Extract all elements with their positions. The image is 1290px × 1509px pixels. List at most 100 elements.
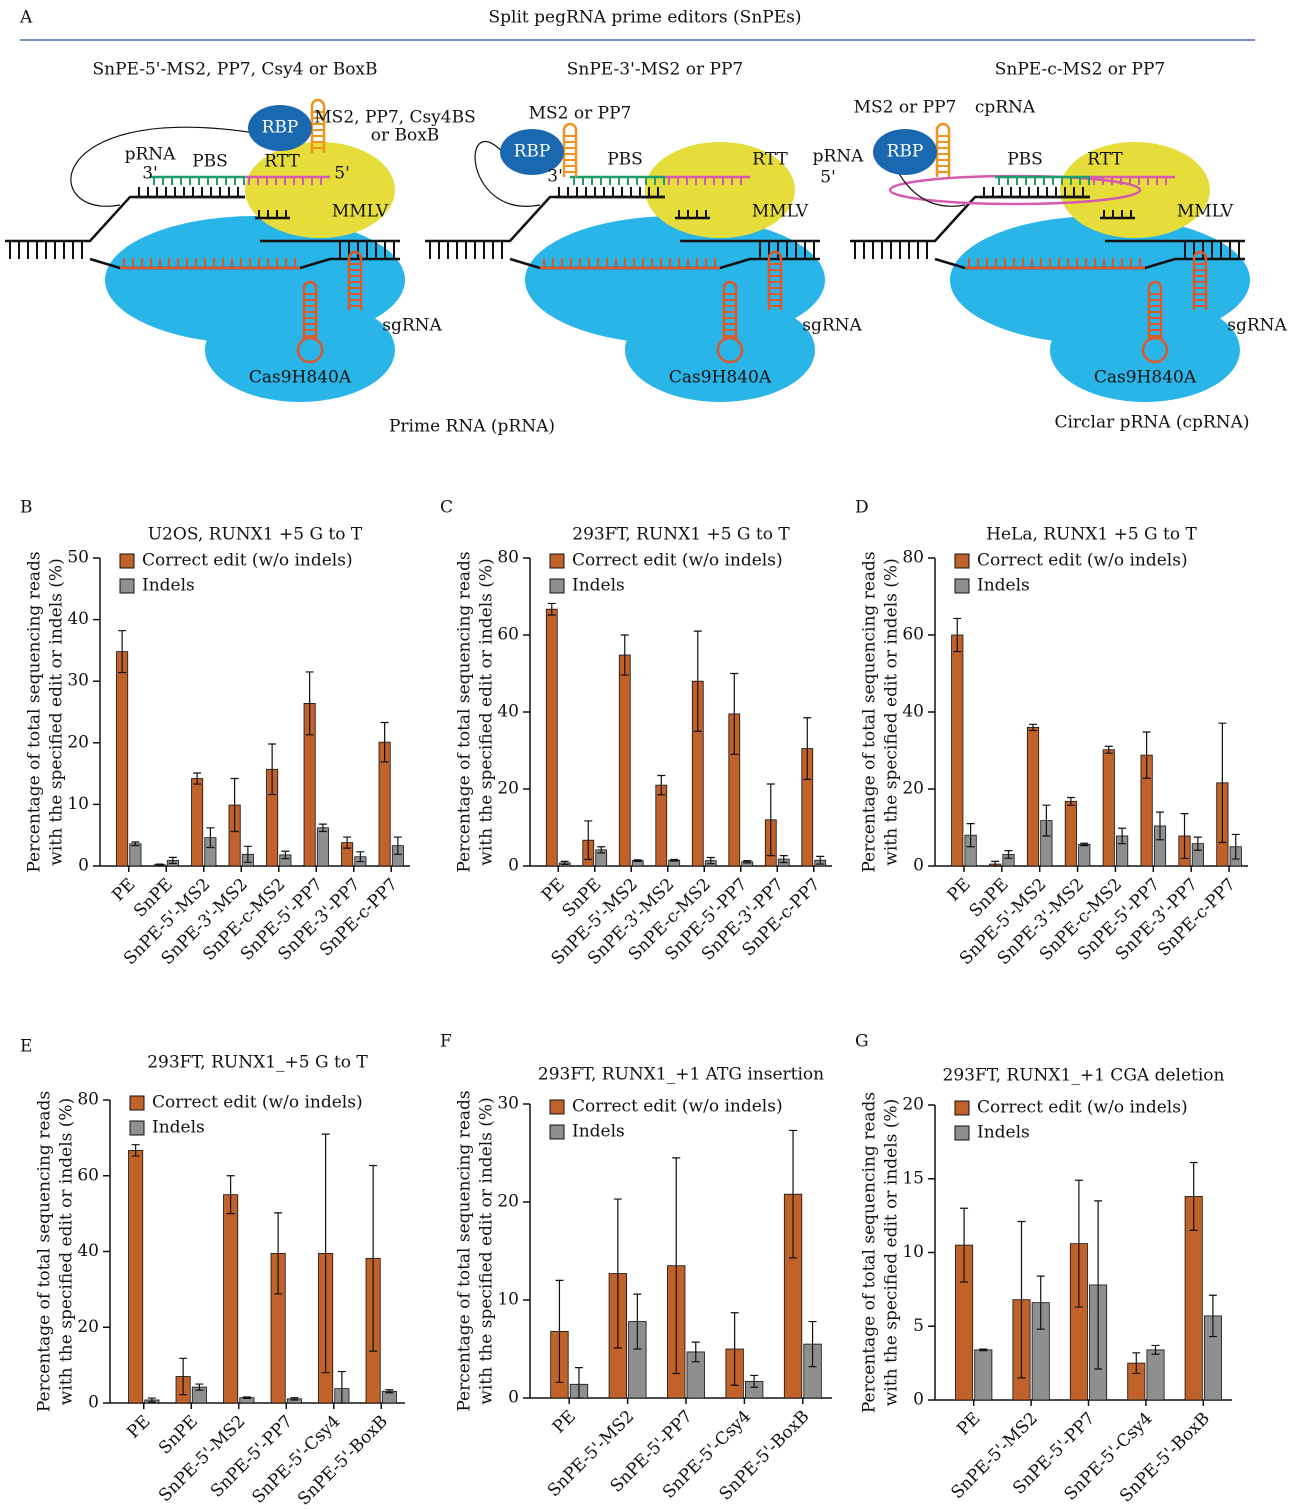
diagram-label: RBP	[514, 142, 551, 162]
legend-label: Indels	[572, 576, 625, 596]
y-tick-label: 10	[497, 1290, 519, 1310]
y-axis-label: Percentage of total sequencing reads	[25, 551, 45, 872]
legend-swatch	[955, 1101, 969, 1115]
legend-label: Indels	[977, 576, 1030, 596]
bar	[1027, 727, 1038, 866]
y-tick-label: 20	[902, 1095, 924, 1115]
legend-label: Indels	[152, 1118, 205, 1138]
y-axis-label: with the specified edit or indels (%)	[57, 1098, 77, 1405]
diagram-label: Cas9H840A	[1094, 368, 1197, 388]
legend-swatch	[550, 554, 564, 568]
panel-label: B	[20, 498, 33, 518]
caption: Prime RNA (pRNA)	[389, 417, 555, 437]
y-tick-label: 60	[902, 625, 924, 645]
legend-label: Correct edit (w/o indels)	[977, 1098, 1188, 1118]
diagram-label: MS2 or PP7	[529, 104, 632, 124]
bar	[129, 1150, 143, 1403]
bar	[224, 1195, 238, 1403]
y-tick-label: 80	[497, 548, 519, 568]
x-tick-label: PE	[549, 1407, 580, 1438]
figure-title: Split pegRNA prime editors (SnPEs)	[489, 8, 802, 28]
caption: Circlar pRNA (cpRNA)	[1054, 413, 1249, 433]
panel-label: A	[19, 8, 33, 28]
x-tick-label: SnPE-5'-PP7	[207, 1412, 297, 1502]
bar	[1065, 801, 1076, 866]
y-tick-label: 10	[902, 1242, 924, 1262]
bar	[975, 1350, 992, 1400]
y-tick-label: 0	[88, 1393, 99, 1413]
legend-swatch	[955, 579, 969, 593]
y-axis-label: Percentage of total sequencing reads	[455, 551, 475, 872]
diagram-label: MMLV	[332, 202, 389, 222]
x-tick-label: PE	[944, 875, 975, 906]
diagram-label: PBS	[607, 150, 643, 170]
y-axis-label: Percentage of total sequencing reads	[35, 1091, 55, 1412]
diagram-label: 3'	[142, 164, 158, 184]
y-tick-label: 15	[902, 1168, 924, 1188]
diagram-label: sgRNA	[382, 316, 442, 336]
y-tick-label: 40	[77, 1241, 99, 1261]
chart-title: 293FT, RUNX1_+5 G to T	[147, 1053, 368, 1073]
chart-title: HeLa, RUNX1 +5 G to T	[986, 525, 1197, 545]
y-axis-label: with the specified edit or indels (%)	[47, 558, 67, 865]
diagram-label: or BoxB	[371, 126, 440, 146]
panel-label: C	[440, 498, 453, 518]
diagram-label: SnPE-5'-MS2, PP7, Csy4 or BoxB	[92, 60, 377, 80]
bar	[619, 655, 630, 866]
diagram-label: cpRNA	[975, 98, 1036, 118]
bar	[656, 785, 667, 866]
diagram-label: sgRNA	[1227, 316, 1287, 336]
y-tick-label: 20	[497, 779, 519, 799]
hairpin	[564, 124, 576, 177]
diagram-label: 5'	[820, 168, 836, 188]
bar	[192, 779, 203, 866]
y-axis-label: with the specified edit or indels (%)	[477, 558, 497, 865]
diagram-label: Cas9H840A	[249, 368, 352, 388]
diagram-label: Cas9H840A	[669, 368, 772, 388]
y-tick-label: 40	[902, 702, 924, 722]
diagram-label: 3'	[547, 167, 563, 187]
legend-swatch	[120, 554, 134, 568]
diagram-label: RBP	[887, 142, 924, 162]
y-tick-label: 30	[497, 1094, 519, 1114]
legend-swatch	[120, 579, 134, 593]
y-tick-label: 30	[67, 671, 89, 691]
x-tick-label: PE	[953, 1409, 984, 1440]
y-axis-label: Percentage of total sequencing reads	[455, 1090, 475, 1411]
x-tick-label: PE	[123, 1412, 154, 1443]
bar	[317, 828, 328, 866]
y-tick-label: 20	[902, 779, 924, 799]
y-tick-label: 20	[67, 732, 89, 752]
chart-title: U2OS, RUNX1 +5 G to T	[148, 525, 363, 545]
legend-swatch	[550, 1100, 564, 1114]
bar	[546, 609, 557, 866]
chart-title: 293FT, RUNX1 +5 G to T	[572, 525, 790, 545]
y-tick-label: 0	[913, 1390, 924, 1410]
legend-swatch	[550, 579, 564, 593]
y-tick-label: 20	[77, 1317, 99, 1337]
x-tick-label: PE	[108, 875, 139, 906]
y-tick-label: 20	[497, 1192, 519, 1212]
diagram-label: RBP	[262, 118, 299, 138]
diagram-label: SnPE-3'-MS2 or PP7	[567, 60, 743, 80]
panel-label: F	[440, 1032, 452, 1052]
bar	[1079, 844, 1090, 866]
y-axis-label: with the specified edit or indels (%)	[882, 1099, 902, 1406]
editor-diagram: SnPE-c-MS2 or PP7RBPMS2 or PP7cpRNAPBSRT…	[850, 60, 1288, 403]
bar	[1103, 750, 1114, 866]
panel-label: G	[855, 1032, 869, 1052]
legend-label: Indels	[142, 576, 195, 596]
legend-label: Correct edit (w/o indels)	[977, 551, 1188, 571]
y-tick-label: 60	[77, 1165, 99, 1185]
y-axis-label: Percentage of total sequencing reads	[860, 551, 880, 872]
bar	[130, 844, 141, 866]
y-tick-label: 40	[67, 609, 89, 629]
diagram-label: 5'	[334, 164, 350, 184]
legend-swatch	[955, 554, 969, 568]
y-tick-label: 0	[508, 1388, 519, 1408]
chart-title: 293FT, RUNX1_+1 CGA deletion	[943, 1066, 1225, 1086]
y-tick-label: 10	[67, 794, 89, 814]
diagram-label: MMLV	[1177, 202, 1234, 222]
